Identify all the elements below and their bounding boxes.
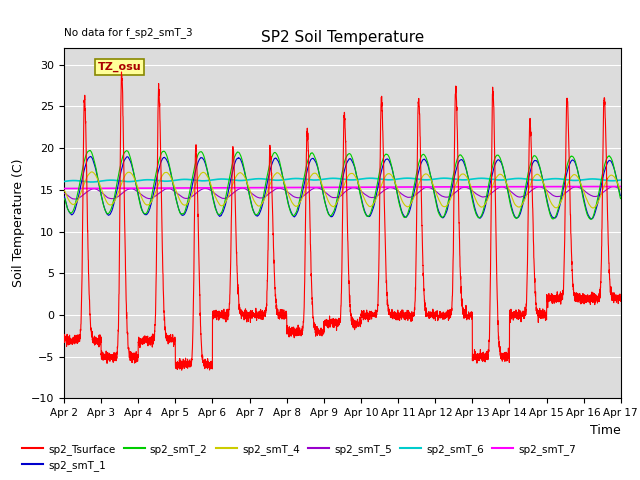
Text: No data for f_sp2_smT_3: No data for f_sp2_smT_3 [64,27,193,38]
Y-axis label: Soil Temperature (C): Soil Temperature (C) [12,159,26,288]
Text: TZ_osu: TZ_osu [97,62,141,72]
X-axis label: Time: Time [590,424,621,437]
Title: SP2 Soil Temperature: SP2 Soil Temperature [260,30,424,46]
Legend: sp2_Tsurface, sp2_smT_1, sp2_smT_2, sp2_smT_4, sp2_smT_5, sp2_smT_6, sp2_smT_7: sp2_Tsurface, sp2_smT_1, sp2_smT_2, sp2_… [18,439,580,475]
